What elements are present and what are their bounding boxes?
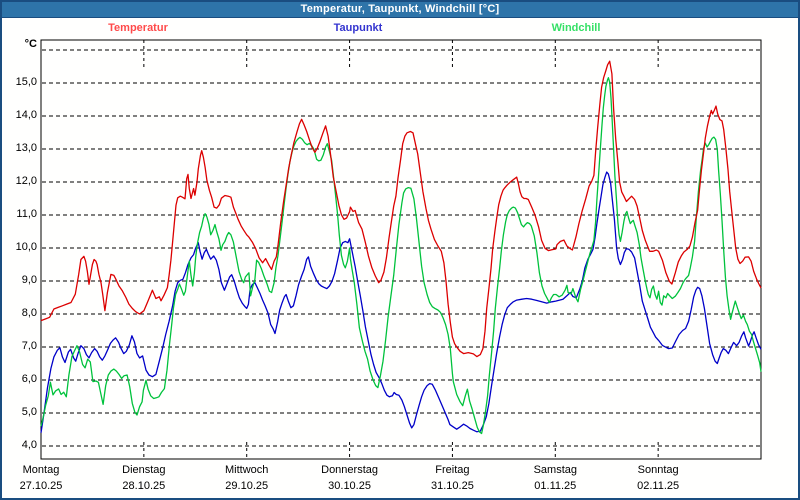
plot-frame (40, 39, 762, 460)
y-tick-label-14: 14,0 (15, 109, 37, 121)
y-tick-label-4: 4,0 (21, 439, 37, 451)
legend-item-temperatur: Temperatur (108, 22, 168, 34)
date-label: 28.10.25 (122, 480, 166, 492)
day-label-montag: Montag (22, 464, 60, 476)
legend-item-taupunkt: Taupunkt (333, 22, 383, 34)
y-axis-unit-label: °C (24, 38, 37, 50)
y-tick-label-13: 13,0 (15, 142, 37, 154)
title-bar: Temperatur, Taupunkt, Windchill [°C] (2, 2, 798, 18)
y-tick-label-7: 7,0 (21, 340, 37, 352)
y-tick-label-9: 9,0 (21, 274, 37, 286)
y-tick-label-15: 15,0 (15, 76, 37, 88)
y-tick-label-10: 10,0 (15, 241, 37, 253)
y-tick-label-8: 8,0 (21, 307, 37, 319)
date-label: 27.10.25 (19, 480, 63, 492)
day-label-donnerstag: Donnerstag (321, 464, 378, 476)
y-tick-label-6: 6,0 (21, 373, 37, 385)
date-label: 01.11.25 (534, 480, 577, 492)
series-line-temperatur (40, 60, 762, 358)
y-tick-label-12: 12,0 (15, 175, 37, 187)
window-title: Temperatur, Taupunkt, Windchill [°C] (300, 3, 500, 15)
date-label: 29.10.25 (225, 480, 269, 492)
day-label-mittwoch: Mittwoch (225, 464, 269, 476)
y-tick-label-5: 5,0 (21, 406, 37, 418)
day-label-sonntag: Sonntag (637, 464, 679, 476)
day-label-dienstag: Dienstag (122, 464, 166, 476)
series-line-taupunkt (40, 171, 762, 433)
date-label: 02.11.25 (637, 480, 680, 492)
legend-item-windchill: Windchill (551, 22, 601, 34)
date-label: 31.10.25 (431, 480, 474, 492)
y-tick-label-11: 11,0 (16, 208, 37, 220)
series-line-windchill (40, 77, 762, 435)
date-label: 30.10.25 (328, 480, 371, 492)
day-label-freitag: Freitag (435, 464, 470, 476)
day-label-samstag: Samstag (533, 464, 577, 476)
